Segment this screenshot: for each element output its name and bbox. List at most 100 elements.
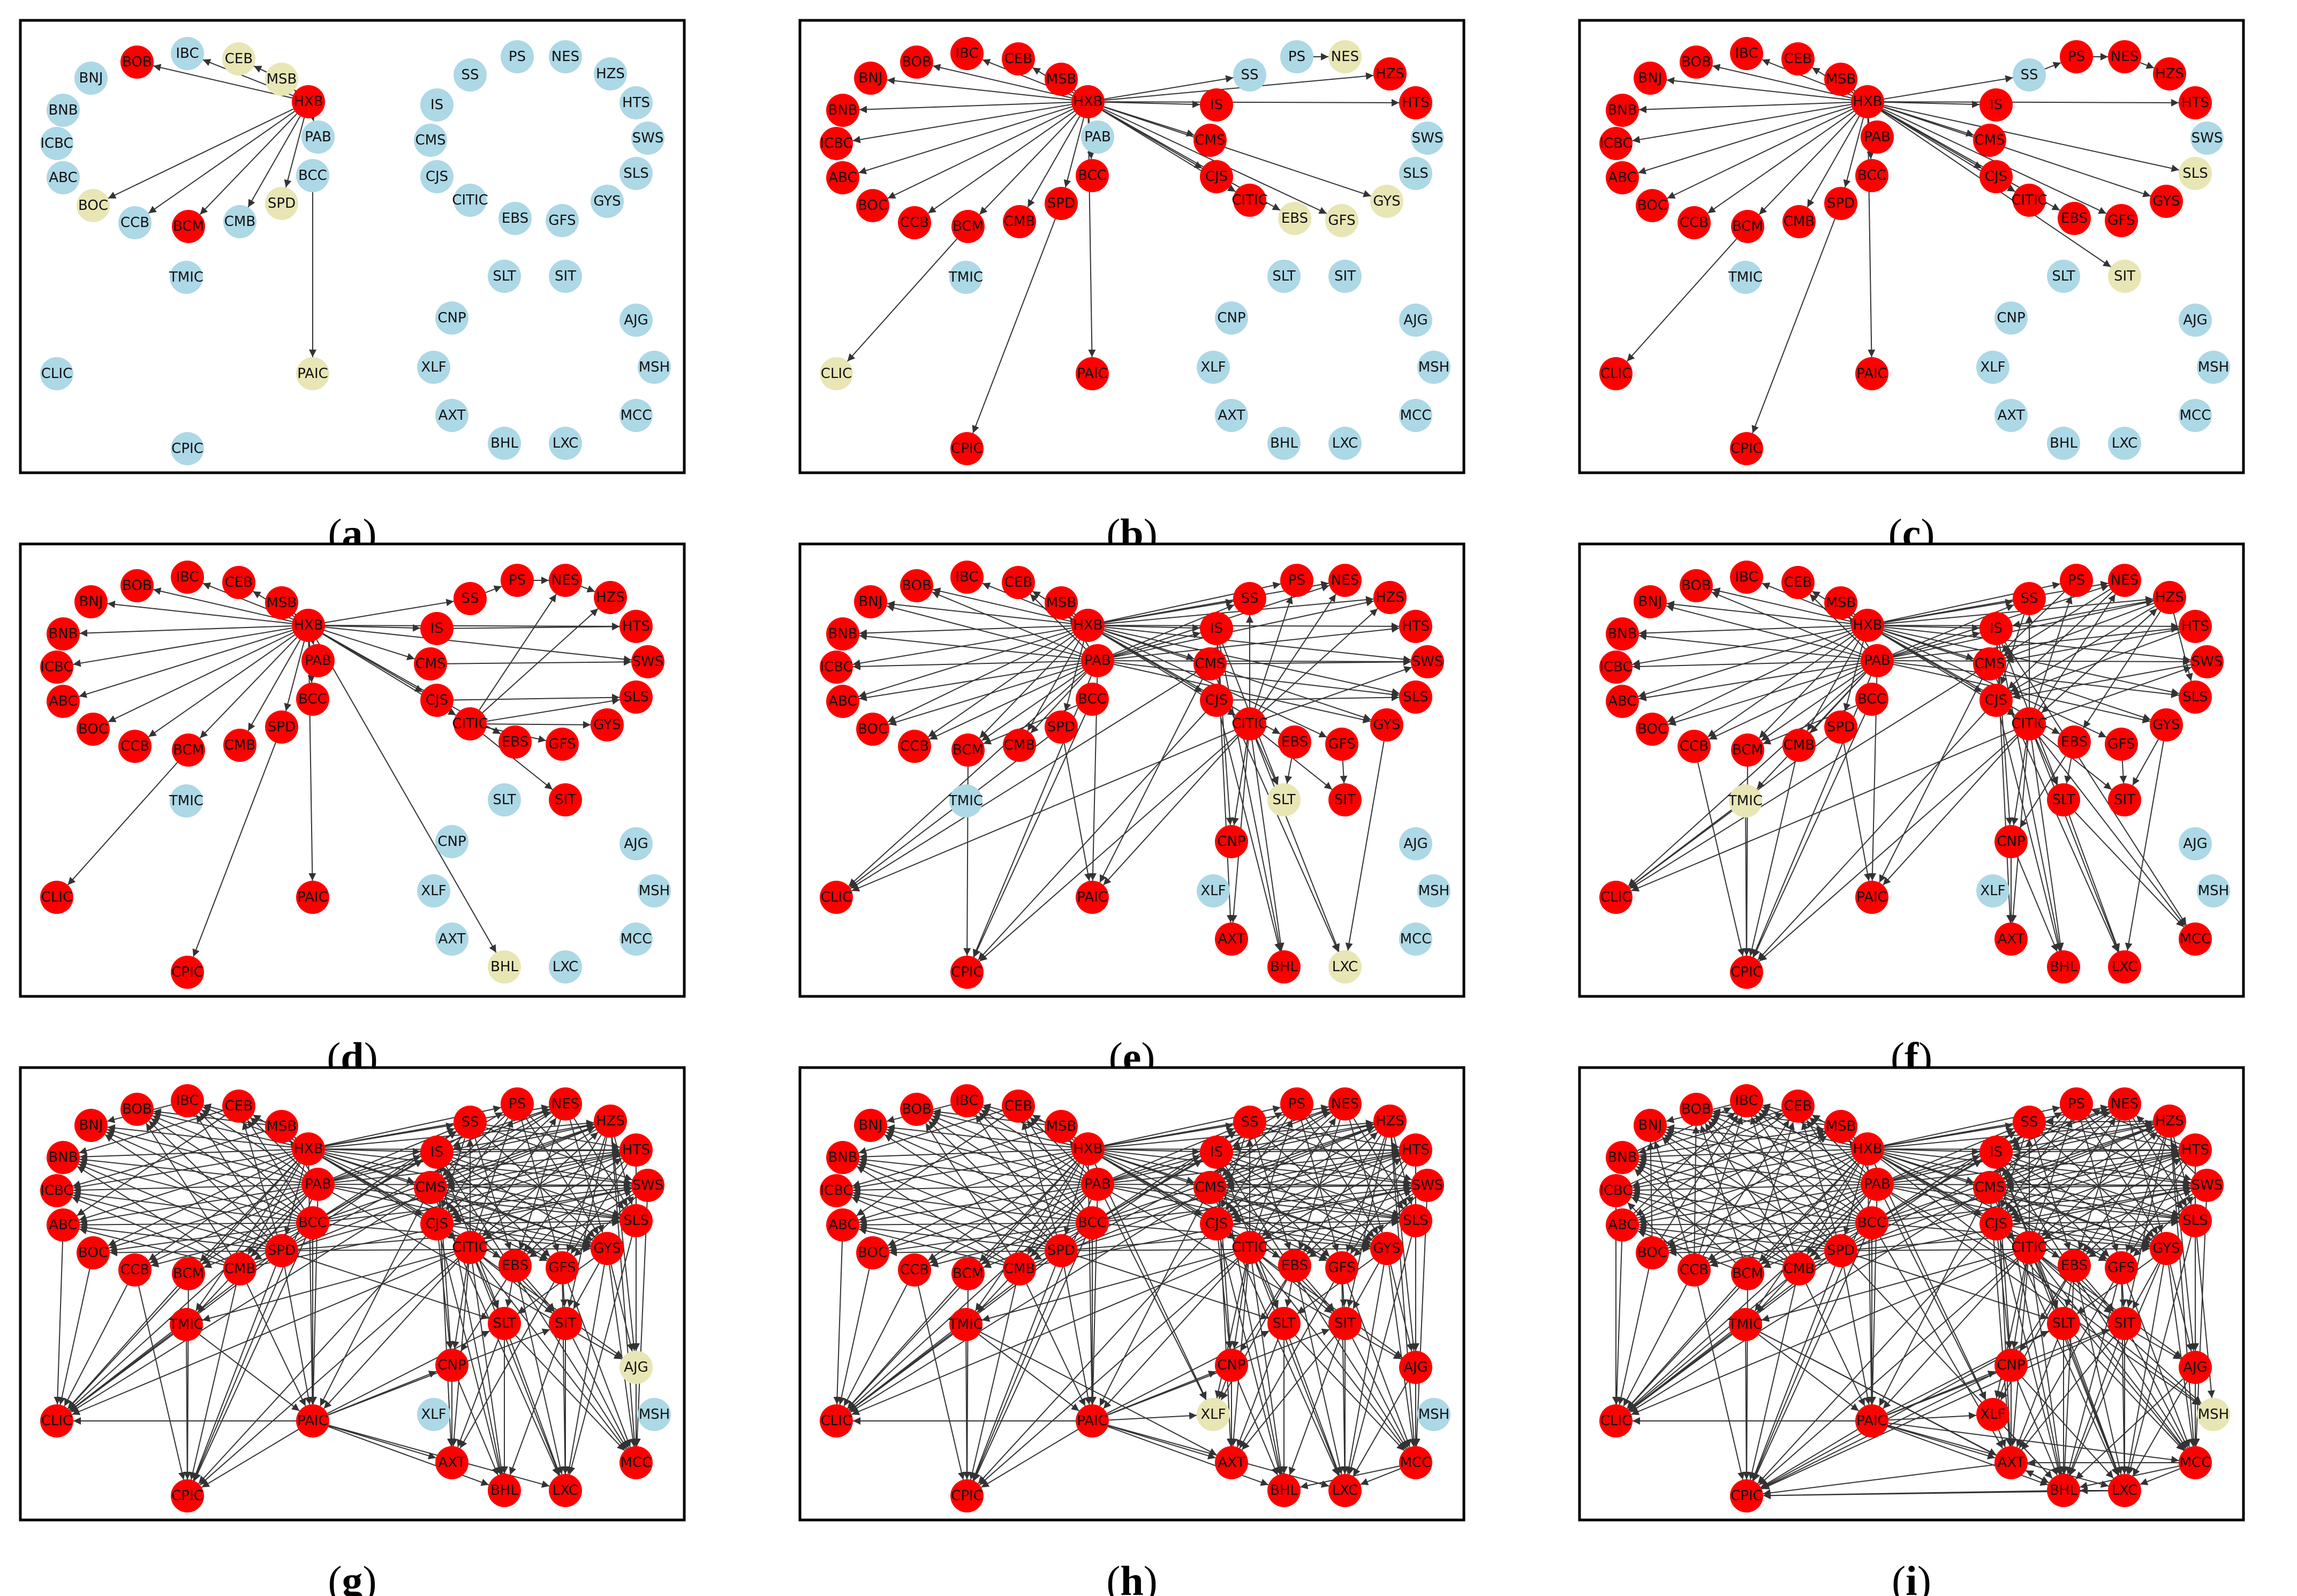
edge-CITIC-CPIC [199, 1258, 458, 1486]
edge-SPD-CPIC [1751, 218, 1835, 434]
edge-BCC-IBC [199, 1111, 301, 1212]
node-SIT [1328, 260, 1362, 293]
node-AXT [435, 1446, 469, 1479]
node-SLT [488, 260, 521, 293]
node-CMS [1973, 647, 2006, 680]
edge-GYS-AJG [610, 1264, 634, 1352]
edge-PAB-CLIC [69, 1195, 306, 1410]
node-CMS [1193, 647, 1227, 680]
edge-CITIC-SIT [2042, 733, 2112, 790]
node-CJS [420, 160, 454, 193]
node-label-HTS: HTS [2181, 618, 2209, 634]
node-CEB [1002, 1090, 1035, 1123]
edge-SPD-BOC [109, 1249, 266, 1257]
node-label-LXC: LXC [2112, 959, 2138, 975]
node-IS [1200, 1136, 1233, 1169]
node-label-SPD: SPD [1827, 719, 1855, 735]
node-BNJ [854, 585, 887, 618]
node-EBS [1278, 202, 1311, 235]
node-BNB [1606, 617, 1639, 650]
node-MSH [1417, 874, 1450, 907]
node-label-SIT: SIT [1334, 268, 1356, 284]
edge-CMB-BNB [77, 1166, 226, 1261]
edge-SWS-CJS [2012, 664, 2191, 700]
node-label-MSH: MSH [1418, 359, 1450, 375]
node-label-CNP: CNP [1217, 834, 1245, 850]
node-NES [1328, 40, 1362, 73]
node-CLIC [820, 357, 853, 390]
node-label-NES: NES [551, 572, 579, 588]
edge-CCB-CPIC [1697, 762, 1745, 957]
node-label-PAB: PAB [1864, 129, 1891, 145]
node-CMB [1782, 729, 1816, 762]
edge-CMS-PAIC [1099, 1202, 1203, 1406]
node-label-NES: NES [2111, 49, 2139, 65]
node-XLF [1197, 874, 1230, 907]
node-BCC [1855, 683, 1888, 716]
node-label-SWS: SWS [2192, 654, 2223, 670]
panel-caption-c: (c) [1888, 510, 1935, 557]
node-label-CEB: CEB [225, 51, 253, 67]
edge-SS-SWS [1265, 1127, 1412, 1181]
node-label-ABC: ABC [1608, 170, 1636, 186]
node-MSB [1045, 63, 1078, 96]
node-CJS [1979, 684, 2013, 717]
node-label-CMS: CMS [1195, 132, 1225, 148]
edge-SLT-MCC [2074, 811, 2185, 928]
node-label-CMB: CMB [224, 737, 255, 753]
node-label-MCC: MCC [2180, 931, 2211, 947]
edge-PS-GYS [1305, 1117, 1379, 1235]
node-SLT [488, 783, 521, 816]
edge-IS-HTS [1233, 1146, 1400, 1154]
node-PAIC [296, 357, 329, 390]
node-label-CITIC: CITIC [1231, 1239, 1268, 1255]
node-CLIC [40, 881, 73, 914]
node-label-CPIC: CPIC [171, 964, 203, 980]
edge-SPD-BOB [148, 1120, 270, 1240]
edge-HXB-BNB [859, 102, 1072, 114]
node-BNJ [1634, 585, 1667, 618]
edge-HXB-BCM [979, 113, 1077, 215]
node-label-CMS: CMS [1974, 1179, 2005, 1196]
node-label-SWS: SWS [1412, 130, 1444, 146]
node-CNP [435, 825, 469, 858]
node-label-CMB: CMB [224, 214, 255, 230]
node-PAB [1081, 644, 1114, 677]
edge-IS-SLS [452, 1157, 621, 1216]
edge-PAB-SLS [334, 1185, 620, 1222]
edge-PS-GYS [525, 1117, 599, 1235]
node-label-BNB: BNB [1607, 102, 1637, 118]
edge-PAB-BNJ [886, 604, 1082, 657]
edge-SPD-IBC [975, 1114, 1053, 1237]
node-label-AXT: AXT [438, 1455, 465, 1471]
node-label-HZS: HZS [596, 1113, 625, 1129]
node-label-PAIC: PAIC [1077, 366, 1108, 382]
edge-HXB-MSB [294, 613, 303, 622]
node-SLT [2047, 783, 2080, 816]
edge-HXB-HZS [1104, 596, 1374, 625]
node-label-SLS: SLS [623, 689, 649, 705]
edge-SS-EBS [474, 1138, 512, 1250]
node-label-SLS: SLS [623, 1213, 649, 1229]
edge-PAB-ICBC [852, 660, 1082, 670]
node-SIT [1328, 1307, 1362, 1340]
node-label-CNP: CNP [437, 310, 466, 326]
edge-NES-GYS [1349, 1120, 1384, 1233]
edge-SLS-LXC [1347, 1236, 1412, 1475]
node-MSB [1045, 586, 1078, 619]
node-CLIC [1599, 357, 1633, 390]
node-label-SLT: SLT [1272, 1315, 1295, 1332]
edge-HXB-BCM [199, 113, 298, 215]
node-EBS [1278, 1249, 1311, 1282]
node-label-CNP: CNP [437, 834, 466, 850]
edge-CITIC-CLIC [72, 1253, 455, 1416]
node-CJS [1200, 160, 1233, 193]
node-HTS [619, 86, 653, 119]
node-HXB [292, 85, 325, 118]
node-ICBC [40, 650, 73, 684]
node-label-BCM: BCM [173, 1266, 204, 1282]
edge-HXB-HTS [1884, 99, 2179, 107]
node-label-CJS: CJS [1985, 692, 2007, 708]
